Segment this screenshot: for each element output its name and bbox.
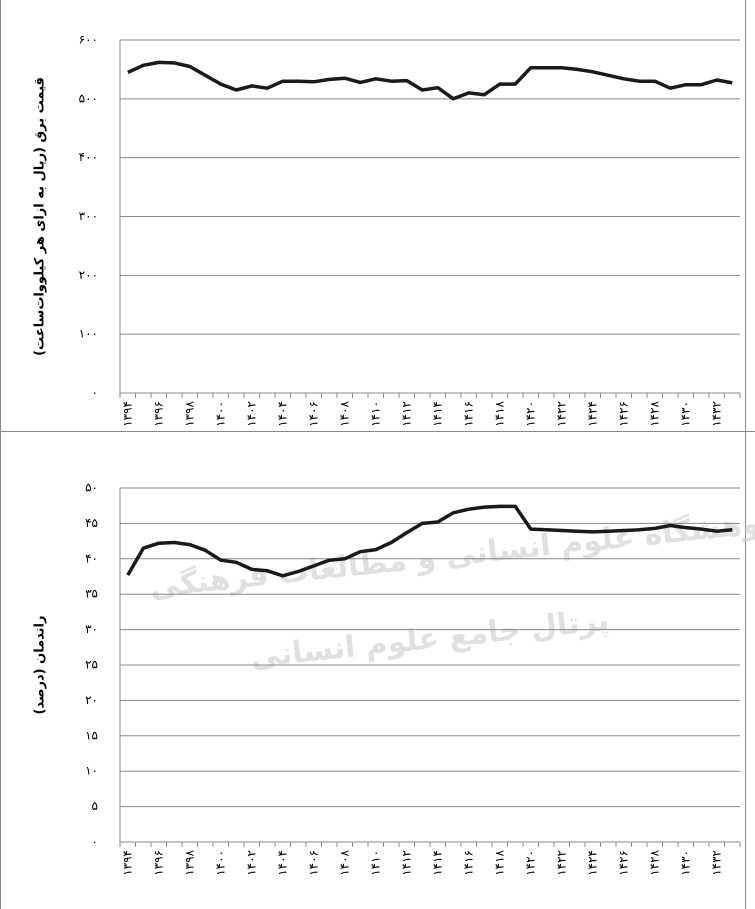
x-tick-label: ۱۴۲۶ <box>616 401 630 427</box>
x-tick-label: ۱۴۰۰ <box>213 401 227 427</box>
x-tick-label: ۱۳۹۸ <box>182 849 196 875</box>
x-tick-label: ۱۴۱۸ <box>492 400 506 426</box>
x-tick-label: ۱۴۰۶ <box>306 401 320 427</box>
x-tick-label: ۱۴۲۰ <box>523 401 537 427</box>
x-tick-label: ۱۴۲۸ <box>647 400 661 426</box>
x-tick-label: ۱۴۲۲ <box>554 401 568 427</box>
x-tick-label: ۱۴۱۲ <box>399 850 413 876</box>
x-tick-label: ۱۴۱۰ <box>368 401 382 427</box>
x-tick-label: ۱۴۲۲ <box>554 850 568 876</box>
x-tick-label: ۱۴۲۸ <box>647 849 661 875</box>
x-tick-label: ۱۴۱۶ <box>461 850 475 876</box>
y-tick-label: ۵ <box>92 799 98 813</box>
y-tick-label: ۶۰۰ <box>79 33 98 47</box>
x-tick-label: ۱۴۲۴ <box>585 850 599 876</box>
x-tick-label: ۱۴۰۶ <box>306 850 320 876</box>
x-tick-label: ۱۴۲۶ <box>616 850 630 876</box>
y-tick-label: ۴۵ <box>85 516 98 530</box>
x-tick-label: ۱۴۱۰ <box>368 850 382 876</box>
y-tick-label: ۳۰۰ <box>79 209 98 223</box>
y-tick-label: ۳۰ <box>85 622 98 636</box>
y-tick-label: ۳۵ <box>85 587 98 601</box>
x-tick-label: ۱۳۹۶ <box>151 850 165 876</box>
x-tick-label: ۱۴۳۲ <box>709 401 723 427</box>
x-tick-label: ۱۴۱۶ <box>461 401 475 427</box>
x-tick-label: ۱۴۰۴ <box>275 850 289 876</box>
y-tick-label: ۱۵ <box>85 728 98 742</box>
y-tick-label: ۲۵ <box>85 658 98 672</box>
x-tick-label: ۱۴۱۴ <box>430 850 444 876</box>
y-tick-label: ۰ <box>92 386 98 400</box>
x-tick-label: ۱۴۱۴ <box>430 401 444 427</box>
x-tick-label: ۱۴۰۰ <box>213 850 227 876</box>
x-tick-label: ۱۴۰۸ <box>337 849 351 875</box>
x-tick-label: ۱۳۹۸ <box>182 400 196 426</box>
x-tick-label: ۱۳۹۴ <box>120 401 134 427</box>
x-tick-label: ۱۳۹۶ <box>151 401 165 427</box>
x-tick-label: ۱۴۲۴ <box>585 401 599 427</box>
y-tick-label: ۱۰۰ <box>79 327 98 341</box>
data-line <box>127 60 733 101</box>
y-tick-label: ۲۰۰ <box>79 268 98 282</box>
y-tick-label: ۲۰ <box>85 693 98 707</box>
y-axis-title: راندمان (درصد) <box>33 616 48 715</box>
y-axis-title: قیمت برق (ریال به ازای هر کیلووات‌ساعت) <box>33 77 48 356</box>
x-tick-label: ۱۴۳۲ <box>709 850 723 876</box>
y-tick-label: ۰ <box>92 835 98 849</box>
y-tick-label: ۵۰۰ <box>79 91 98 105</box>
x-tick-label: ۱۴۲۰ <box>523 850 537 876</box>
x-tick-label: ۱۴۳۰ <box>678 850 692 876</box>
x-tick-label: ۱۴۰۲ <box>244 401 258 427</box>
x-tick-label: ۱۴۰۴ <box>275 401 289 427</box>
y-tick-label: ۵۰ <box>85 481 98 495</box>
x-tick-label: ۱۴۱۸ <box>492 849 506 875</box>
x-tick-label: ۱۴۰۸ <box>337 400 351 426</box>
data-line <box>126 504 733 578</box>
y-tick-label: ۴۰۰ <box>79 150 98 164</box>
y-tick-label: ۴۰ <box>85 551 98 565</box>
x-tick-label: ۱۴۳۰ <box>678 401 692 427</box>
y-tick-label: ۱۰ <box>85 764 98 778</box>
x-tick-label: ۱۳۹۴ <box>120 850 134 876</box>
x-tick-label: ۱۴۰۲ <box>244 850 258 876</box>
x-tick-label: ۱۴۱۲ <box>399 401 413 427</box>
